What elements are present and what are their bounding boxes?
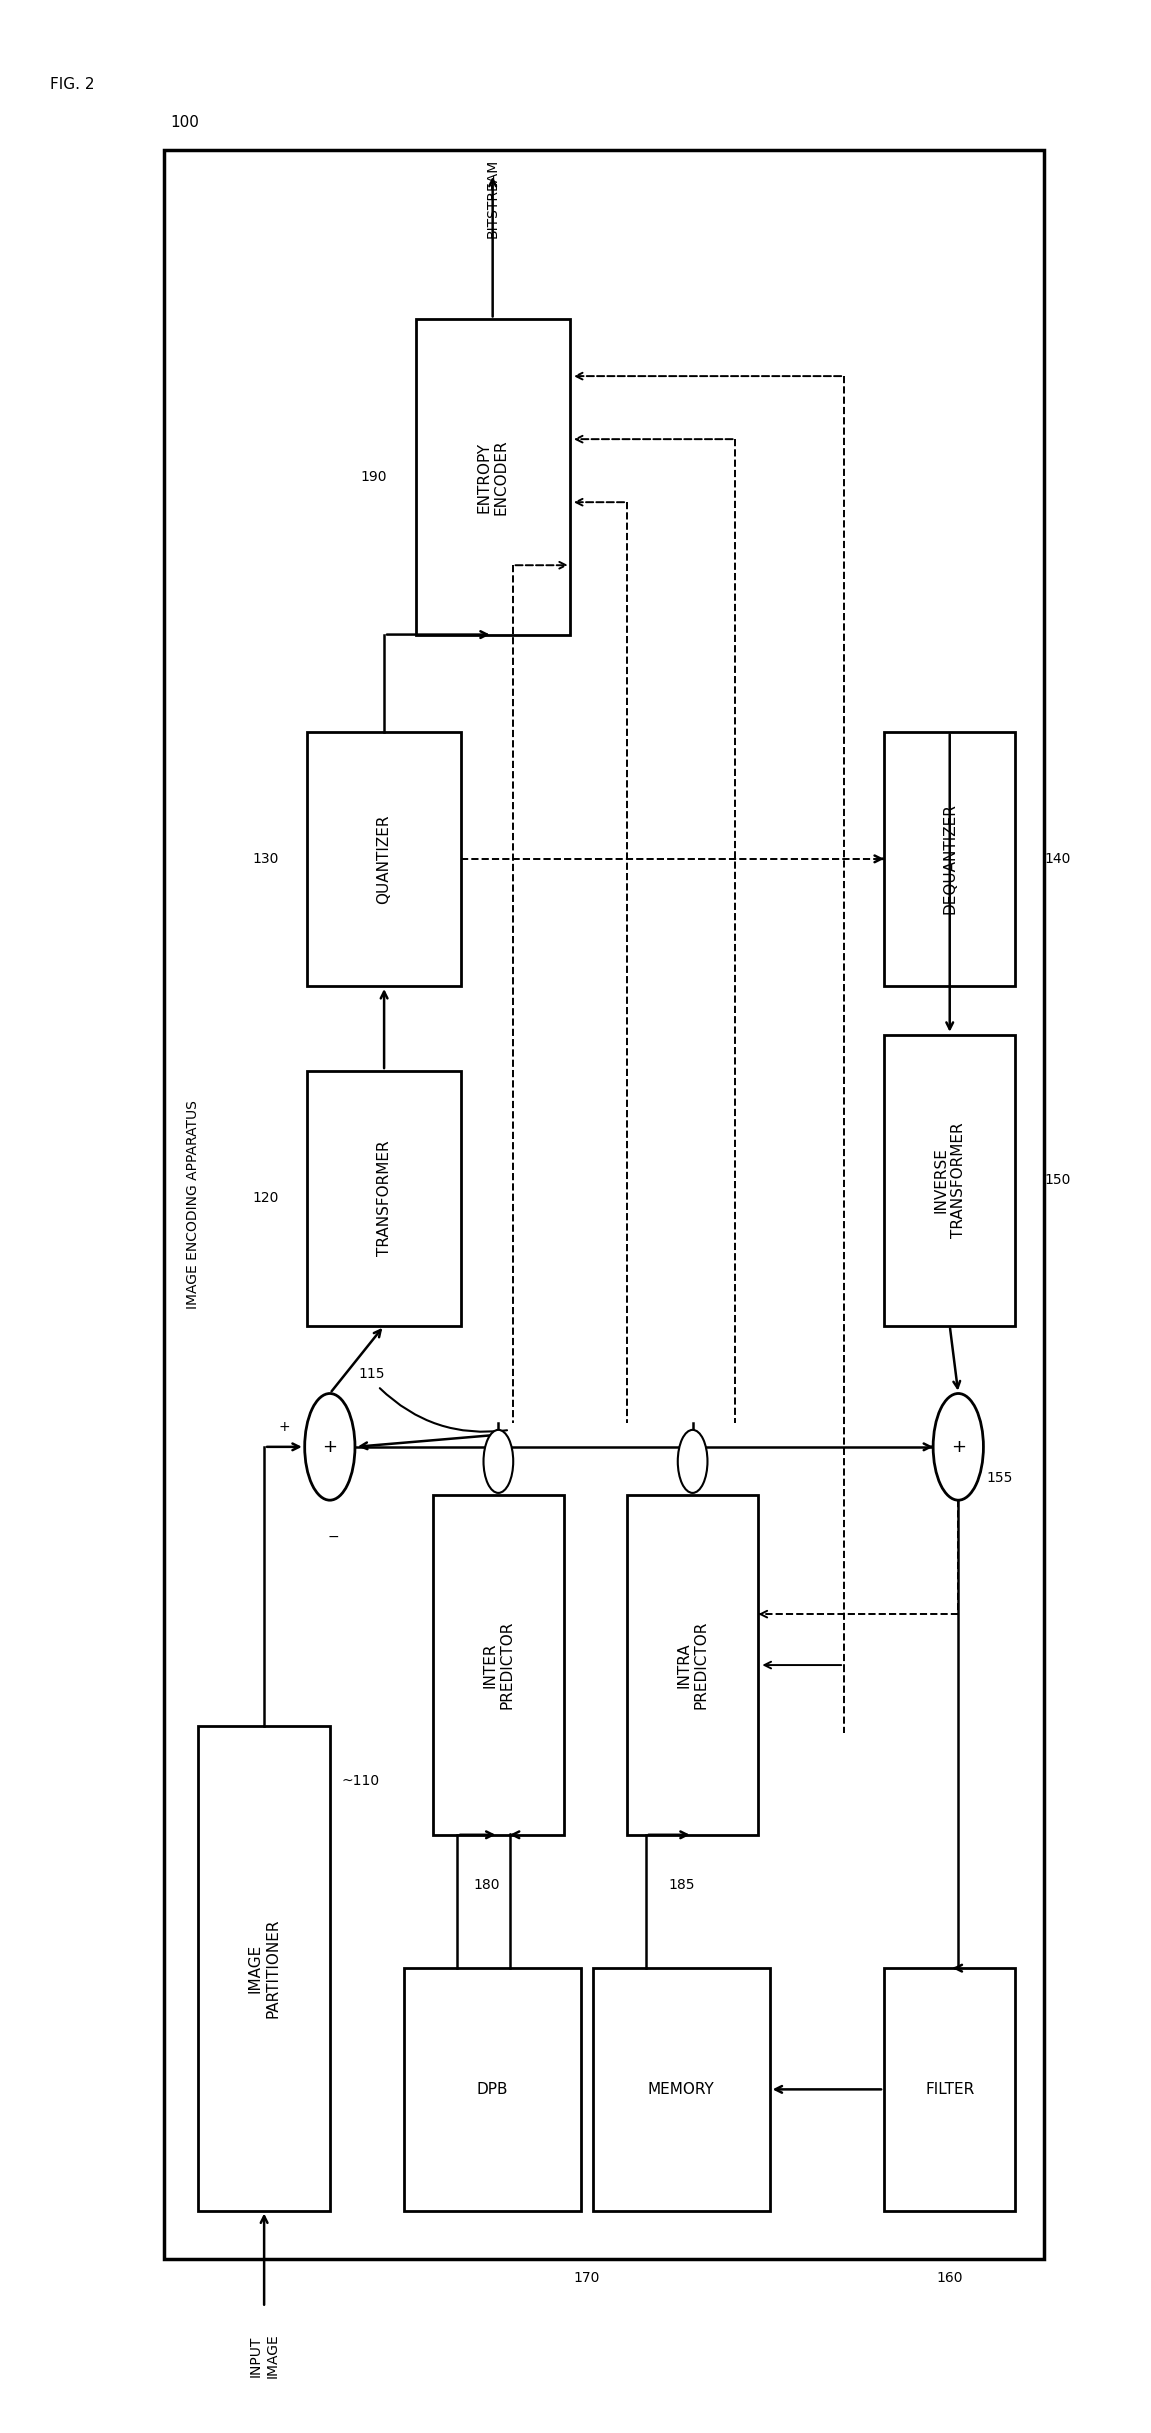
Text: +: + [279, 1421, 290, 1435]
Text: IMAGE ENCODING APPARATUS: IMAGE ENCODING APPARATUS [185, 1100, 200, 1309]
Bar [165, 151, 1044, 2260]
Text: 115: 115 [358, 1367, 384, 1382]
Text: 185: 185 [668, 1878, 694, 1893]
Text: FILTER: FILTER [925, 2083, 975, 2097]
Bar [404, 1968, 581, 2212]
Text: 100: 100 [170, 114, 199, 131]
Text: 170: 170 [573, 2272, 600, 2285]
Bar [198, 1725, 330, 2212]
Text: 155: 155 [986, 1472, 1013, 1484]
Text: DPB: DPB [477, 2083, 509, 2097]
Text: INVERSE
TRANSFORMER: INVERSE TRANSFORMER [933, 1122, 966, 1238]
Text: +: + [951, 1438, 966, 1455]
Bar [307, 732, 462, 985]
Text: −: − [327, 1530, 340, 1543]
Text: INPUT
IMAGE: INPUT IMAGE [249, 2333, 280, 2379]
Text: 180: 180 [474, 1878, 501, 1893]
Text: QUANTIZER: QUANTIZER [376, 815, 391, 903]
Text: BITSTREAM: BITSTREAM [486, 158, 500, 238]
Text: DEQUANTIZER: DEQUANTIZER [943, 803, 958, 915]
Bar [593, 1968, 770, 2212]
Text: MEMORY: MEMORY [648, 2083, 715, 2097]
Bar [416, 319, 570, 635]
Bar [884, 732, 1015, 985]
Text: +: + [322, 1438, 337, 1455]
Text: IMAGE
PARTITIONER: IMAGE PARTITIONER [247, 1917, 281, 2017]
Text: ENTROPY
ENCODER: ENTROPY ENCODER [477, 440, 509, 516]
Circle shape [678, 1431, 708, 1494]
Circle shape [483, 1431, 513, 1494]
Text: ~110: ~110 [341, 1774, 380, 1788]
Circle shape [305, 1394, 355, 1501]
Bar [627, 1496, 759, 1834]
Text: TRANSFORMER: TRANSFORMER [376, 1141, 391, 1255]
Text: INTER
PREDICTOR: INTER PREDICTOR [482, 1620, 514, 1710]
Text: 120: 120 [252, 1192, 279, 1204]
Bar [433, 1496, 564, 1834]
Text: 150: 150 [1044, 1173, 1070, 1187]
Text: 160: 160 [937, 2272, 963, 2285]
Bar [307, 1071, 462, 1326]
Bar [884, 1034, 1015, 1326]
Text: 130: 130 [252, 852, 279, 866]
Circle shape [933, 1394, 983, 1501]
Text: 190: 190 [360, 470, 387, 484]
Text: FIG. 2: FIG. 2 [49, 78, 94, 92]
Text: 140: 140 [1044, 852, 1070, 866]
Bar [884, 1968, 1015, 2212]
Text: INTRA
PREDICTOR: INTRA PREDICTOR [677, 1620, 709, 1710]
